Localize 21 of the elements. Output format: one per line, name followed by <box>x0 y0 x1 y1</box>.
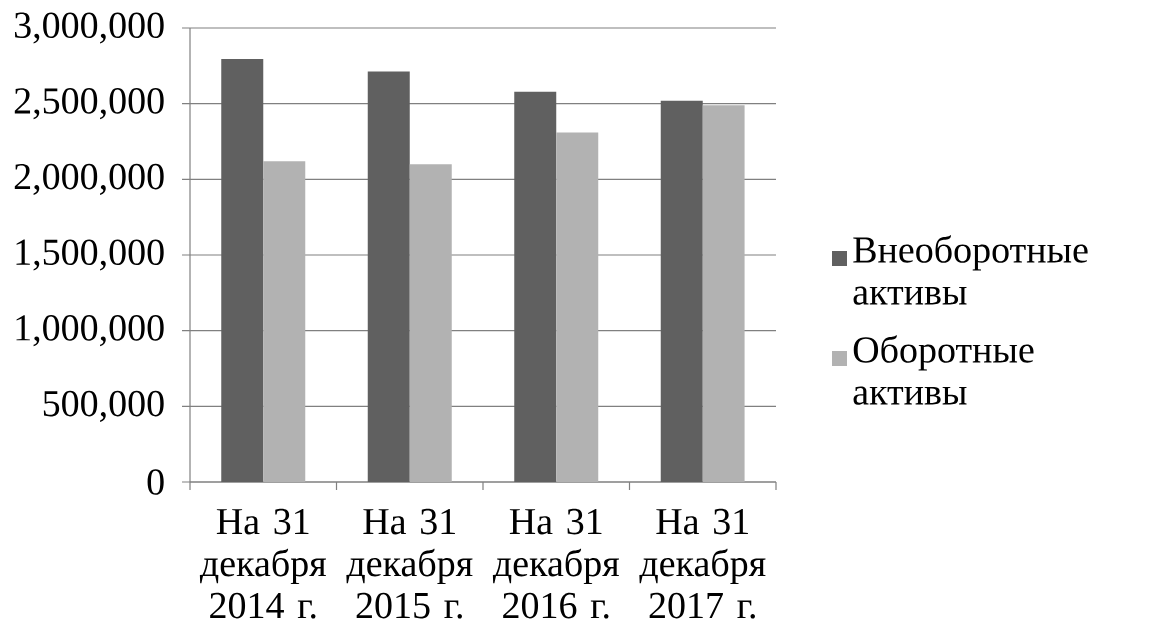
bar <box>263 161 306 482</box>
y-tick-label: 0 <box>147 469 164 495</box>
y-tick-label: 2,000,000 <box>14 163 164 195</box>
x-tick-label: На 31 декабря 2017 г. <box>639 508 766 619</box>
y-tick-label: 1,500,000 <box>16 239 164 271</box>
x-tick-label: На 31 декабря 2014 г. <box>199 508 326 619</box>
bar <box>702 105 745 482</box>
bar <box>556 132 599 482</box>
y-tick-label: 500,000 <box>43 390 164 422</box>
x-tick-label: На 31 декабря 2015 г. <box>346 508 473 619</box>
legend-label: Внеоборотные активы <box>853 235 1088 305</box>
y-tick-label: 3,000,000 <box>14 12 164 44</box>
bar <box>514 91 557 482</box>
bar <box>367 71 410 482</box>
y-tick-label: 2,500,000 <box>14 88 164 120</box>
bar <box>409 164 452 482</box>
bar <box>660 100 703 482</box>
legend-label: Оборотные активы <box>853 335 1034 405</box>
bar <box>221 59 264 482</box>
y-tick-label: 1,000,000 <box>16 315 164 347</box>
x-tick-label: На 31 декабря 2016 г. <box>492 508 619 619</box>
